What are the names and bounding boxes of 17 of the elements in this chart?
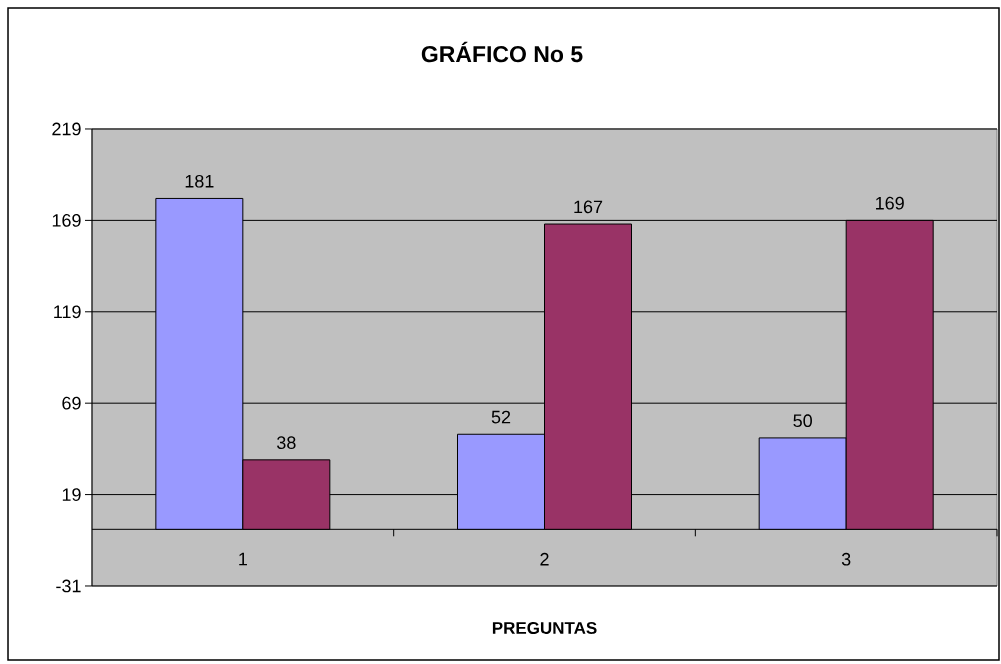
chart-title: GRÁFICO No 5: [421, 41, 583, 63]
data-label: 169: [876, 196, 904, 210]
data-label: 167: [574, 200, 603, 214]
y-tick-label: -31: [56, 579, 81, 593]
y-tick-label: 69: [62, 396, 81, 410]
y-tick-label: 219: [52, 122, 81, 136]
x-axis-title: PREGUNTAS: [492, 621, 597, 635]
data-label: 50: [793, 414, 812, 428]
data-label: 52: [491, 410, 511, 424]
y-tick-label: 19: [62, 488, 81, 501]
y-tick-label: 169: [52, 214, 81, 227]
data-label: 38: [277, 436, 296, 450]
x-tick-label: 1: [239, 552, 247, 566]
y-tick-label: 119: [54, 305, 81, 319]
x-tick-label: 3: [841, 552, 851, 566]
data-label: 181: [185, 174, 214, 188]
x-tick-label: 2: [540, 552, 549, 566]
